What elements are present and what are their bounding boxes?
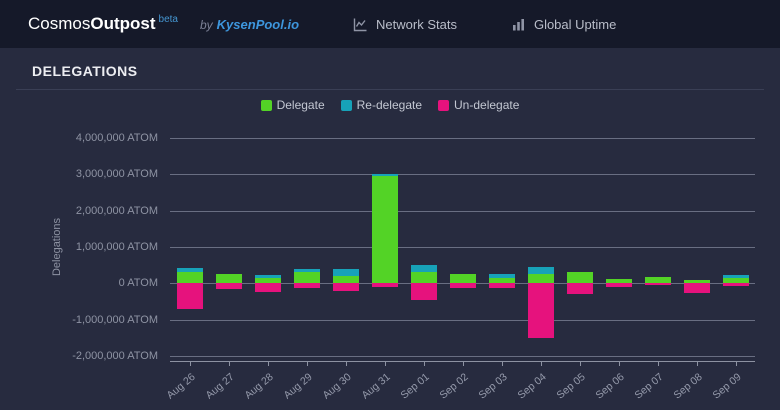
bar-undelegate[interactable] (722, 283, 749, 287)
bar-undelegate[interactable] (449, 283, 476, 288)
bar-undelegate[interactable] (215, 283, 242, 289)
bar-redelegate[interactable] (254, 275, 281, 278)
x-axis-tick (501, 362, 503, 366)
bar-undelegate[interactable] (605, 283, 632, 287)
y-tick-label: 4,000,000 ATOM (75, 132, 158, 144)
x-axis-tick (423, 362, 425, 366)
divider (16, 89, 764, 90)
x-axis-tick (735, 362, 737, 366)
brand-suffix: Outpost (90, 14, 156, 33)
bar-delegate[interactable] (488, 277, 515, 284)
line-chart-icon (353, 17, 368, 32)
x-axis-tick (657, 362, 659, 366)
bar-delegate[interactable] (683, 279, 710, 284)
delegations-chart: Delegate Re-delegate Un-delegate Delegatio… (0, 90, 780, 410)
byline: by KysenPool.io (200, 17, 299, 32)
y-tick-label: 0 ATOM (118, 277, 158, 290)
bar-delegate[interactable] (644, 276, 671, 284)
nav-item-label: Network Stats (376, 16, 457, 32)
x-axis-tick (306, 362, 308, 366)
bar-delegate[interactable] (371, 176, 398, 284)
navbar: CosmosOutpost beta by KysenPool.io Network… (0, 0, 780, 48)
bar-redelegate[interactable] (410, 265, 437, 273)
y-tick-label: 3,000,000 ATOM (75, 168, 158, 181)
bar-delegate[interactable] (293, 272, 320, 284)
y-tick-label: 1,000,000 ATOM (75, 241, 158, 253)
x-axis-tick (618, 362, 620, 366)
bar-undelegate[interactable] (332, 283, 359, 291)
bar-delegate[interactable] (332, 276, 359, 284)
bar-undelegate[interactable] (644, 283, 671, 286)
legend-swatch (260, 99, 272, 111)
bar-delegate[interactable] (722, 277, 749, 284)
x-axis-tick (462, 362, 464, 366)
nav-item-global-uptime[interactable]: Global Uptime (511, 17, 616, 32)
bar-redelegate[interactable] (176, 268, 203, 273)
bar-delegate[interactable] (605, 279, 632, 284)
x-axis-tick (189, 362, 191, 366)
bar-undelegate[interactable] (410, 283, 437, 300)
gridline (170, 319, 755, 321)
bar-delegate[interactable] (215, 274, 242, 284)
x-axis: Aug 26 Aug 27 Aug 28 Aug 29 Aug 30 Aug 31 Sep … (164, 362, 755, 410)
main-content: DELEGATIONS Delegate Re-delegate Un-delega… (0, 48, 780, 410)
bar-undelegate[interactable] (371, 283, 398, 287)
x-axis-tick (696, 362, 698, 366)
gridline (170, 356, 755, 357)
byline-by: by (199, 17, 213, 32)
x-axis-tick (345, 362, 347, 366)
x-axis-tick (540, 362, 542, 366)
bar-delegate[interactable] (566, 272, 593, 284)
y-tick-label: -1,000,000 ATOM (72, 313, 158, 326)
bar-redelegate[interactable] (293, 268, 320, 273)
x-axis-tick (579, 362, 581, 366)
bar-delegate[interactable] (527, 274, 554, 284)
x-axis-tick (267, 362, 269, 366)
bar-undelegate[interactable] (488, 283, 515, 288)
bar-delegate[interactable] (449, 274, 476, 284)
bar-redelegate[interactable] (527, 267, 554, 275)
org-link[interactable]: KysenPool.io (216, 16, 300, 32)
legend-label: Re-delegate (356, 98, 423, 112)
bar-undelegate[interactable] (683, 283, 710, 294)
y-tick-label: 2,000,000 ATOM (75, 204, 158, 217)
page-title: DELEGATIONS (32, 63, 138, 79)
bar-undelegate[interactable] (293, 283, 320, 288)
legend-swatch (438, 99, 450, 111)
legend-item-delegate[interactable]: Delegate (260, 98, 325, 112)
gridline (170, 138, 755, 139)
brand-prefix: Cosmos (28, 14, 91, 33)
bar-redelegate[interactable] (722, 275, 749, 278)
nav-item-network-stats[interactable]: Network Stats (353, 17, 457, 32)
bar-redelegate[interactable] (488, 273, 515, 278)
chart-legend: Delegate Re-delegate Un-delegate (0, 98, 780, 112)
y-axis: 4,000,000 ATOM 3,000,000 ATOM 2,000,000 AT… (0, 132, 158, 362)
legend-label: Delegate (276, 98, 325, 112)
x-axis-line (170, 361, 755, 362)
bar-undelegate[interactable] (566, 283, 593, 295)
x-axis-tick (384, 362, 386, 366)
plot-area (170, 138, 755, 357)
legend-swatch (340, 99, 352, 111)
y-tick-label: -2,000,000 ATOM (72, 350, 158, 362)
bar-chart-icon (511, 17, 526, 32)
legend-label: Un-delegate (454, 98, 520, 112)
bar-undelegate[interactable] (176, 283, 203, 309)
gridline (170, 174, 755, 176)
bar-delegate[interactable] (176, 272, 203, 284)
bar-redelegate[interactable] (371, 174, 398, 177)
bar-undelegate[interactable] (527, 283, 554, 338)
legend-item-re-delegate[interactable]: Re-delegate (340, 98, 423, 112)
legend-item-un-delegate[interactable]: Un-delegate (438, 98, 519, 112)
gridline (170, 210, 755, 212)
bar-delegate[interactable] (410, 272, 437, 284)
beta-badge: beta (158, 14, 178, 26)
x-axis-tick (228, 362, 230, 366)
nav-item-label: Global Uptime (533, 16, 617, 32)
brand-logo[interactable]: CosmosOutpost beta (28, 14, 178, 34)
bar-undelegate[interactable] (254, 283, 281, 293)
bar-delegate[interactable] (254, 277, 281, 284)
bar-redelegate[interactable] (332, 268, 359, 277)
gridline (170, 247, 755, 248)
